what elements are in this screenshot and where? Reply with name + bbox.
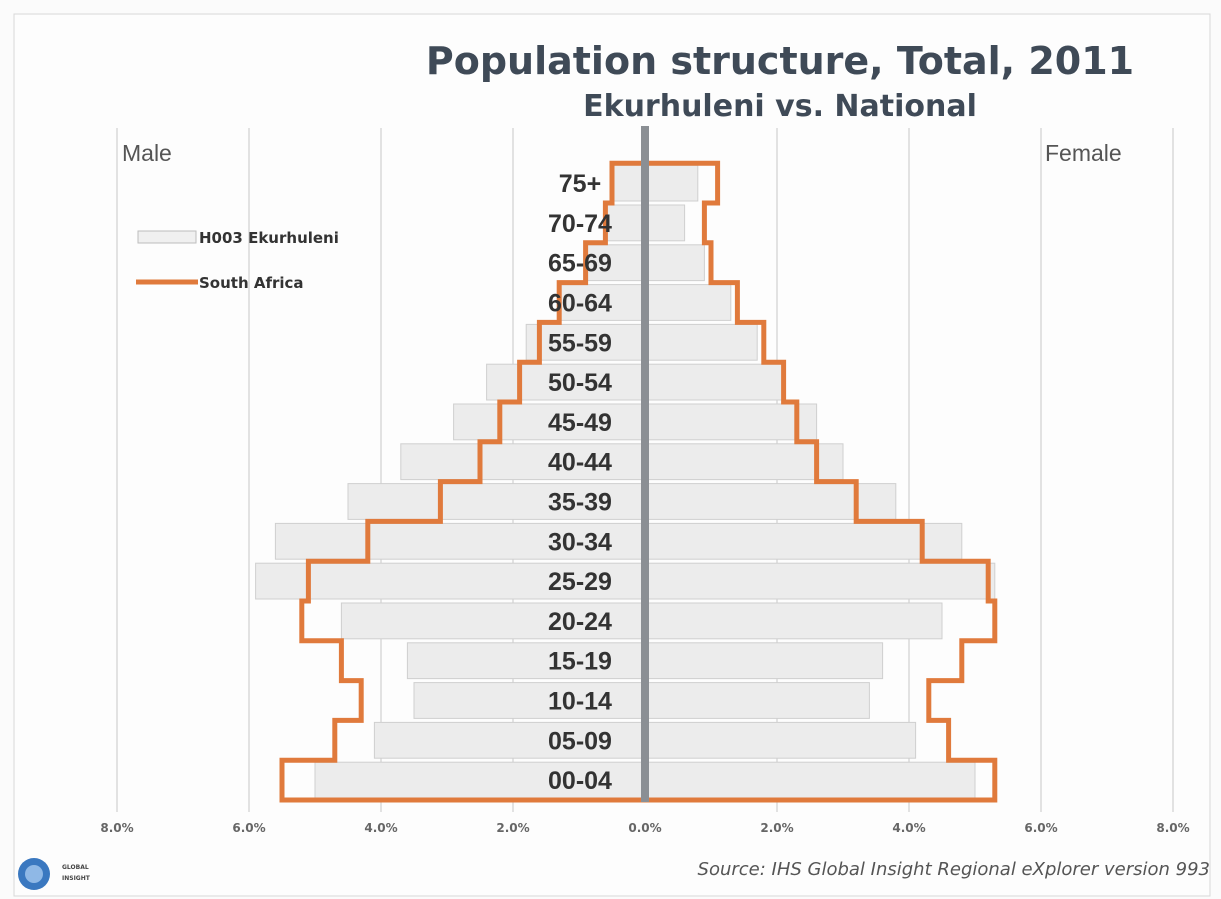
age-label-10-14: 10-14 bbox=[548, 688, 612, 716]
center-axis bbox=[641, 126, 649, 802]
age-label-45-49: 45-49 bbox=[548, 409, 612, 437]
x-tick-label: 0.0% bbox=[628, 821, 661, 835]
bar-female-50-54 bbox=[644, 363, 785, 401]
chart-subtitle: Ekurhuleni vs. National bbox=[583, 89, 977, 124]
logo-text-line2: INSIGHT bbox=[62, 875, 91, 882]
bar-male-65-69 bbox=[585, 244, 646, 282]
x-tick-label: 6.0% bbox=[232, 821, 265, 835]
bar-male-00-04 bbox=[314, 761, 646, 799]
age-group-labels: 00-04 05-09 10-14 15-19 20-24 25-29 30-34 35-39… bbox=[548, 170, 612, 795]
age-label-40-44: 40-44 bbox=[548, 449, 612, 477]
bar-male-25-29 bbox=[255, 562, 646, 600]
bar-male-45-49 bbox=[453, 403, 646, 441]
age-label-55-59: 55-59 bbox=[548, 329, 612, 357]
bar-male-15-19 bbox=[406, 642, 646, 680]
male-label: Male bbox=[122, 140, 172, 166]
x-tick-label: 2.0% bbox=[760, 821, 793, 835]
bar-male-30-34 bbox=[274, 522, 646, 560]
age-label-00-04: 00-04 bbox=[548, 767, 612, 795]
age-label-65-69: 65-69 bbox=[548, 250, 612, 278]
legend: H003 Ekurhuleni South Africa bbox=[136, 229, 339, 292]
bar-female-55-59 bbox=[644, 323, 758, 361]
chart-title: Population structure, Total, 2011 bbox=[426, 39, 1134, 83]
age-label-15-19: 15-19 bbox=[548, 648, 612, 676]
bar-male-35-39 bbox=[347, 483, 646, 520]
x-tick-label: 8.0% bbox=[1156, 821, 1189, 835]
logo-text-line1: GLOBAL bbox=[62, 864, 89, 871]
x-tick-label: 8.0% bbox=[100, 821, 133, 835]
age-label-75+: 75+ bbox=[559, 170, 601, 198]
bar-female-10-14 bbox=[644, 682, 870, 719]
south-africa-outline bbox=[279, 126, 998, 803]
source-note: Source: IHS Global Insight Regional eXpl… bbox=[698, 859, 1210, 880]
age-label-60-64: 60-64 bbox=[548, 290, 612, 318]
age-label-50-54: 50-54 bbox=[548, 369, 612, 397]
bar-male-40-44 bbox=[400, 443, 646, 481]
bar-female-40-44 bbox=[644, 443, 844, 481]
bar-female-30-34 bbox=[644, 522, 963, 560]
bar-female-60-64 bbox=[644, 284, 732, 321]
bar-male-75+ bbox=[611, 164, 646, 202]
bar-female-75+ bbox=[644, 164, 699, 202]
female-label: Female bbox=[1045, 140, 1122, 166]
x-tick-label: 6.0% bbox=[1024, 821, 1057, 835]
bar-male-10-14 bbox=[413, 682, 646, 719]
x-tick-label: 4.0% bbox=[364, 821, 397, 835]
bar-female-45-49 bbox=[644, 403, 818, 441]
age-label-70-74: 70-74 bbox=[548, 210, 612, 238]
legend-label-ekurhuleni: H003 Ekurhuleni bbox=[199, 229, 339, 247]
bar-female-05-09 bbox=[644, 721, 917, 759]
bar-female-20-24 bbox=[644, 602, 943, 640]
age-label-20-24: 20-24 bbox=[548, 608, 612, 636]
bar-male-50-54 bbox=[486, 363, 646, 401]
bar-female-70-74 bbox=[644, 204, 686, 242]
x-tick-label: 2.0% bbox=[496, 821, 529, 835]
legend-swatch-ekurhuleni bbox=[137, 230, 197, 244]
x-axis-ticks: 8.0% 6.0% 4.0% 2.0% 0.0% 2.0% 4.0% 6.0% 8.0% bbox=[100, 821, 1189, 835]
bar-female-15-19 bbox=[644, 642, 884, 680]
legend-label-south-africa: South Africa bbox=[199, 274, 304, 292]
age-label-35-39: 35-39 bbox=[548, 489, 612, 517]
age-label-30-34: 30-34 bbox=[548, 528, 612, 556]
bar-male-55-59 bbox=[525, 323, 646, 361]
x-tick-label: 4.0% bbox=[892, 821, 925, 835]
bar-male-70-74 bbox=[604, 204, 646, 242]
bar-female-25-29 bbox=[644, 562, 996, 600]
ekurhuleni-bars bbox=[255, 164, 996, 799]
global-insight-logo: GLOBAL INSIGHT bbox=[18, 858, 91, 890]
bar-female-65-69 bbox=[644, 244, 705, 282]
bar-female-00-04 bbox=[644, 761, 976, 799]
age-label-05-09: 05-09 bbox=[548, 727, 612, 755]
age-label-25-29: 25-29 bbox=[548, 568, 612, 596]
